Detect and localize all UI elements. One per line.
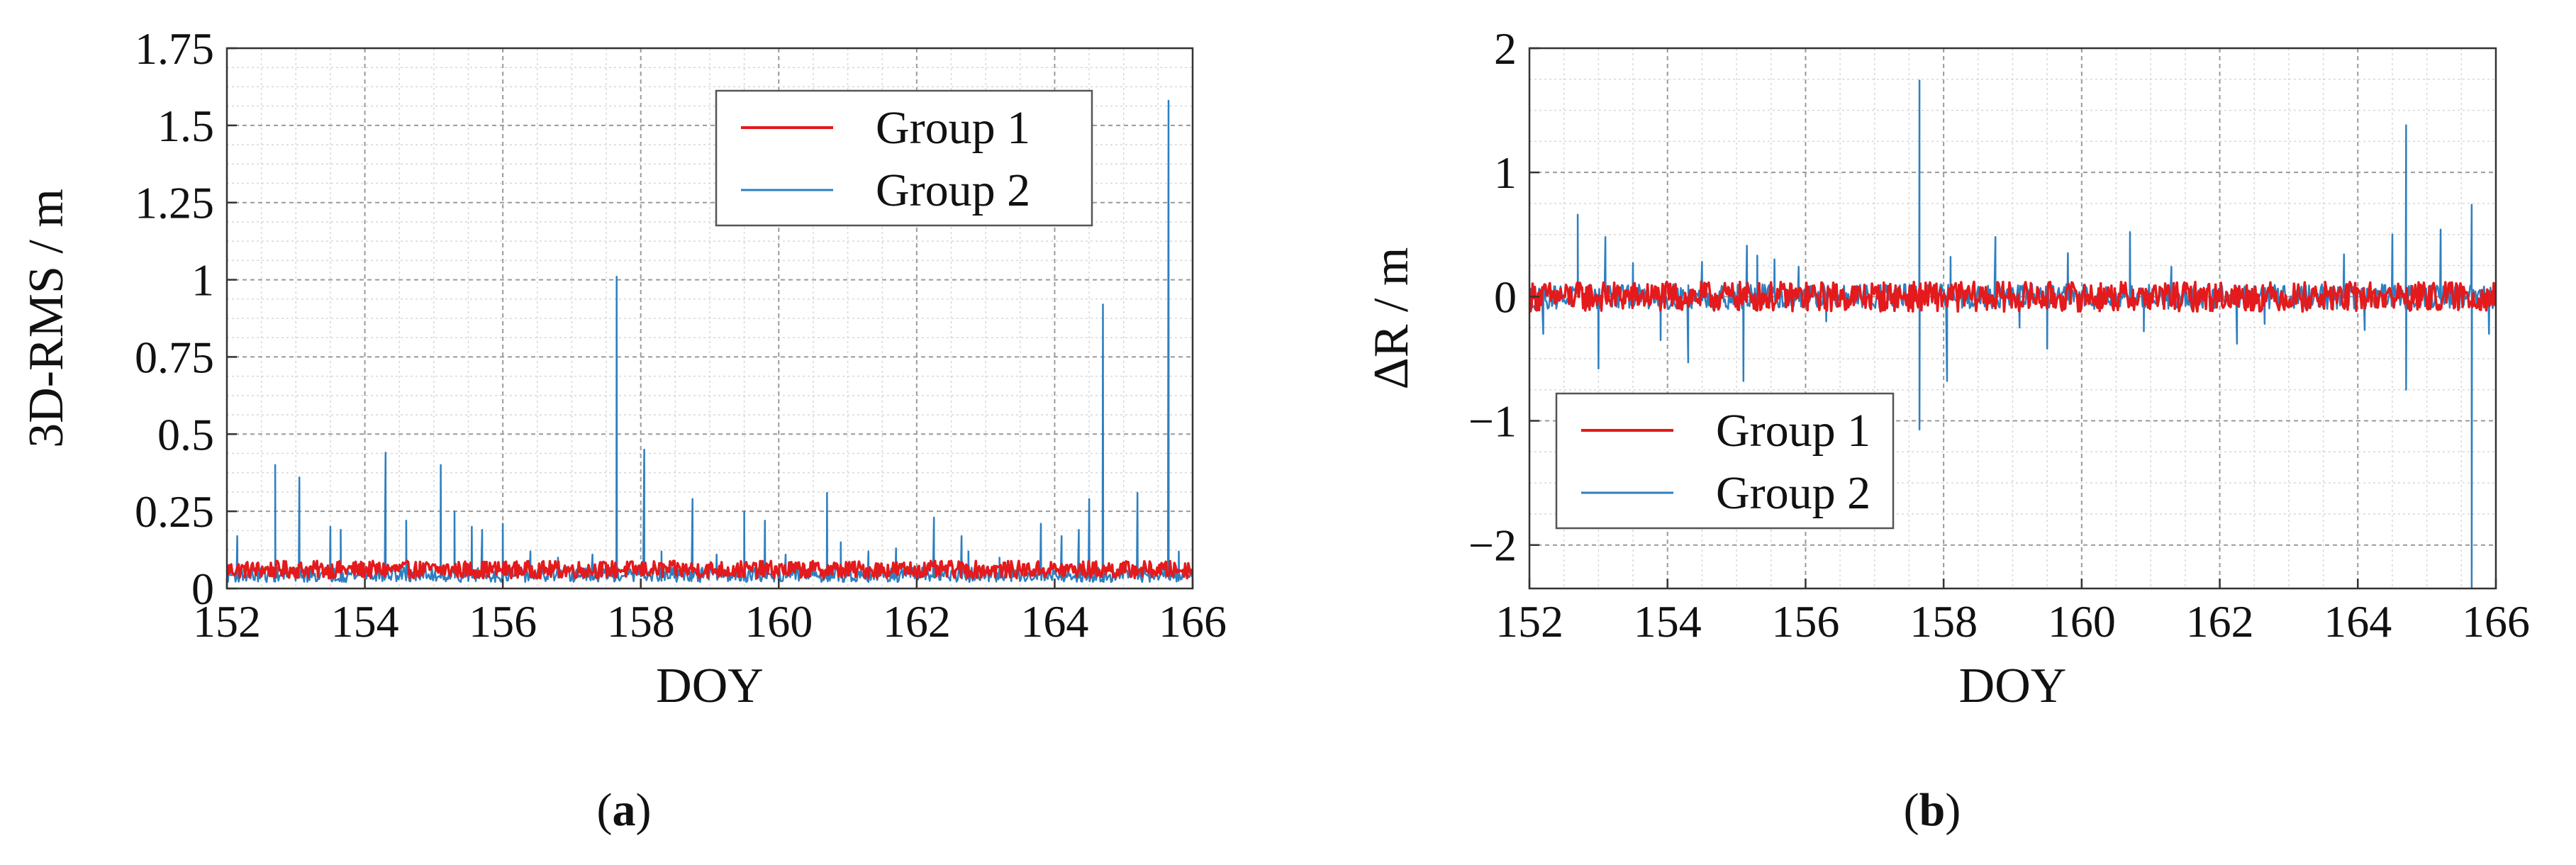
x-tick-label: 158 xyxy=(607,596,675,647)
panel-b-caption: (b) xyxy=(1903,784,1961,836)
x-tick-label: 166 xyxy=(1159,596,1227,647)
y-tick-label: 0.75 xyxy=(135,332,214,382)
x-axis-title: DOY xyxy=(1959,659,2067,713)
series-group-1 xyxy=(1529,280,2496,313)
x-tick-label: 160 xyxy=(745,596,813,647)
x-tick-label: 164 xyxy=(1020,596,1088,647)
y-axis-title: 3D-RMS / m xyxy=(19,189,74,448)
axes-frame xyxy=(1528,47,2497,590)
y-tick-label: 1.25 xyxy=(135,178,214,228)
x-tick-label: 164 xyxy=(2324,596,2392,647)
legend-label-2: Group 2 xyxy=(876,164,1030,216)
legend-label-1: Group 1 xyxy=(876,102,1030,154)
panel-a-chart: 152 154 156 158 160 162 164 166 0 0.25 0.5 0.75 1 1.2… xyxy=(19,23,1227,713)
legend-box xyxy=(715,89,1093,227)
legend-label-1: Group 1 xyxy=(1716,405,1870,457)
axes-frame xyxy=(225,47,1194,590)
x-tick-label: 156 xyxy=(1771,596,1839,647)
x-axis-title: DOY xyxy=(656,659,764,713)
panel-b-label: b xyxy=(1919,784,1946,836)
series-group-1 xyxy=(227,559,1193,580)
x-tick-label: 152 xyxy=(1495,596,1563,647)
y-tick-label: −1 xyxy=(1468,396,1517,447)
x-tick-label: 152 xyxy=(193,596,261,647)
y-tick-label: 0 xyxy=(191,564,214,614)
y-tick-label: 0.5 xyxy=(157,409,214,459)
panel-a-label: a xyxy=(612,784,636,836)
x-tick-label: 160 xyxy=(2048,596,2116,647)
y-tick-label: 1.5 xyxy=(157,101,214,151)
y-tick-label: 0.25 xyxy=(135,486,214,537)
x-tick-label: 162 xyxy=(2186,596,2254,647)
y-axis-title: ΔR / m xyxy=(1364,247,1419,390)
x-tick-label: 162 xyxy=(883,596,951,647)
x-tick-label: 154 xyxy=(331,596,399,647)
x-tick-label: 158 xyxy=(1909,596,1978,647)
x-tick-label: 156 xyxy=(469,596,537,647)
legend-label-2: Group 2 xyxy=(1716,467,1870,519)
x-tick-label: 154 xyxy=(1634,596,1702,647)
y-tick-label: −2 xyxy=(1468,520,1517,571)
panel-a-caption: (a) xyxy=(596,784,652,836)
y-tick-label: 1.75 xyxy=(135,23,214,74)
y-tick-label: 1 xyxy=(1494,147,1517,198)
x-tick-label: 166 xyxy=(2462,596,2530,647)
y-tick-label: 2 xyxy=(1494,23,1517,74)
y-tick-label: 0 xyxy=(1494,272,1517,322)
legend-box xyxy=(1555,392,1895,530)
y-tick-label: 1 xyxy=(191,255,214,306)
panel-b-chart: 152 154 156 158 160 162 164 166 −2 −1 0 1 2 DOY ΔR / m… xyxy=(1364,23,2530,713)
